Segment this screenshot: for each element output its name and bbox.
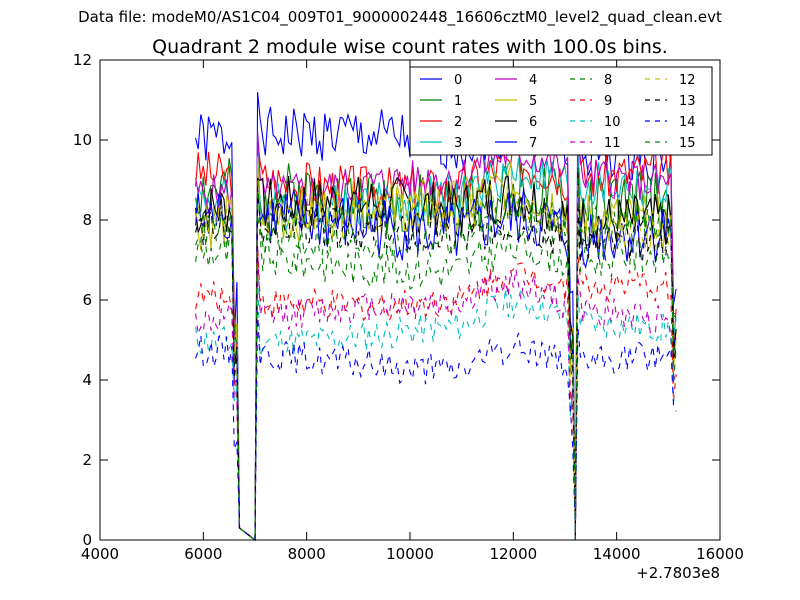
axis-ticks: 4000 6000 8000 10000 12000 14000 1600002468101… [73, 51, 744, 563]
series-line-14 [195, 311, 677, 542]
y-tick-label: 6 [82, 291, 92, 309]
x-tick-label: 10000 [386, 545, 434, 563]
legend-label-3: 3 [454, 136, 462, 151]
y-tick-label: 4 [82, 371, 92, 389]
plot-lines [195, 91, 677, 542]
legend-label-11: 11 [604, 136, 621, 151]
legend-label-5: 5 [529, 94, 537, 109]
legend-frame [409, 66, 713, 156]
y-tick-label: 8 [82, 211, 92, 229]
series-line-10 [195, 274, 677, 542]
series-line-7 [195, 185, 677, 542]
series-line-15 [195, 169, 677, 542]
y-tick-label: 0 [82, 531, 92, 549]
y-tick-label: 12 [73, 51, 92, 69]
series-line-12 [195, 183, 677, 542]
chart-title: Quadrant 2 module wise count rates with … [152, 36, 668, 58]
series-line-11 [195, 249, 677, 542]
x-tick-label: 4000 [81, 545, 119, 563]
legend-label-8: 8 [604, 73, 612, 88]
legend-label-7: 7 [529, 136, 537, 151]
series-line-6 [195, 168, 677, 542]
legend-label-13: 13 [679, 94, 696, 109]
legend-label-4: 4 [529, 73, 537, 88]
legend-label-10: 10 [604, 115, 621, 130]
series-line-0 [195, 91, 677, 542]
series-line-9 [195, 244, 677, 542]
y-tick-label: 2 [82, 451, 92, 469]
x-tick-label: 14000 [593, 545, 641, 563]
x-offset-label: +2.7803e8 [636, 564, 720, 582]
legend-label-15: 15 [679, 136, 696, 151]
figure-suptitle: Data file: modeM0/AS1C04_009T01_90000024… [78, 8, 722, 26]
legend-label-9: 9 [604, 94, 612, 109]
series-line-13 [195, 193, 677, 542]
legend-label-6: 6 [529, 115, 537, 130]
x-tick-label: 12000 [489, 545, 537, 563]
x-tick-label: 16000 [696, 545, 744, 563]
legend-label-14: 14 [679, 115, 696, 130]
series-line-4 [195, 130, 677, 542]
legend-label-12: 12 [679, 73, 696, 88]
series-line-8 [195, 214, 677, 542]
x-tick-label: 6000 [184, 545, 222, 563]
y-tick-label: 10 [73, 131, 92, 149]
x-tick-label: 8000 [288, 545, 326, 563]
legend-label-0: 0 [454, 73, 462, 88]
legend-label-1: 1 [454, 94, 462, 109]
legend-label-2: 2 [454, 115, 462, 130]
